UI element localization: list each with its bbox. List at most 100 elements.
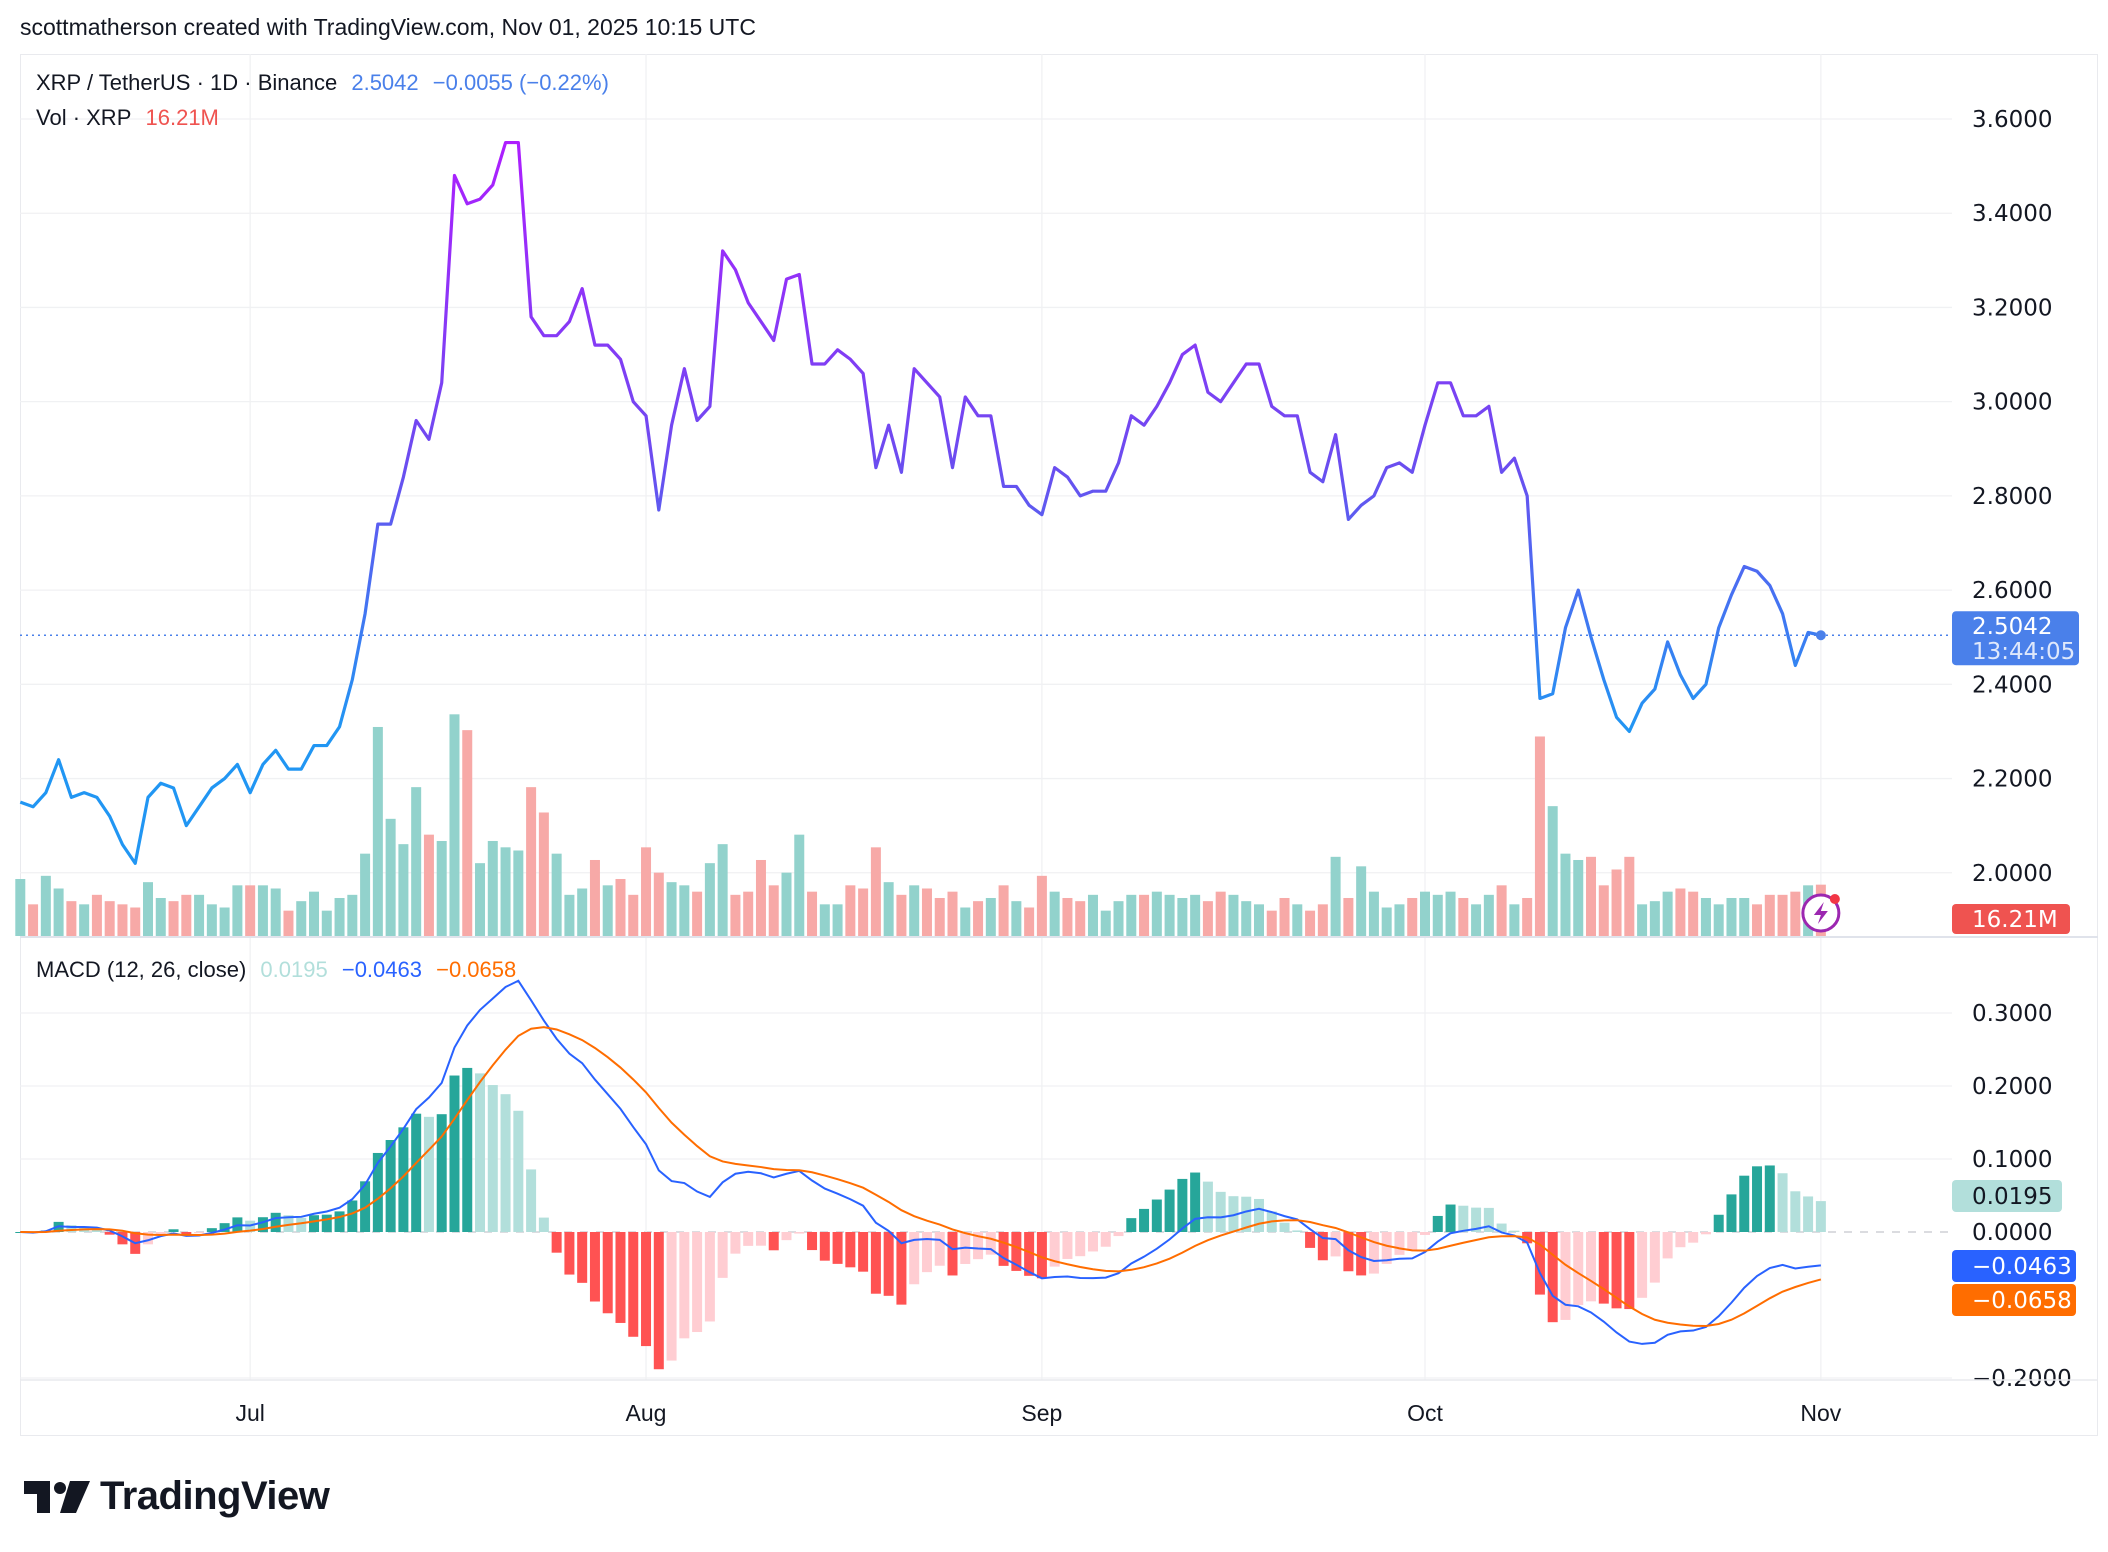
macd-histogram-bar [1560, 1232, 1571, 1320]
volume-bar [883, 882, 894, 936]
macd-histogram-bar [1764, 1165, 1775, 1232]
macd-histogram-bar [1445, 1204, 1456, 1232]
volume-bar [1266, 910, 1277, 936]
volume-bar [1522, 897, 1533, 936]
macd-histogram-bar [1368, 1232, 1379, 1274]
macd-histogram-bar [1662, 1232, 1673, 1259]
volume-bar [1202, 901, 1213, 936]
macd-histogram-bar [206, 1228, 217, 1232]
volume-bar [1292, 904, 1303, 936]
volume-bar [475, 863, 486, 936]
volume-bar [91, 894, 102, 936]
volume-bar [1343, 897, 1354, 936]
macd-histogram-bar [666, 1232, 677, 1361]
macd-histogram-bar [1471, 1207, 1482, 1232]
macd-histogram-bar [334, 1211, 345, 1232]
signal-badge: −0.0658 [1972, 1288, 2072, 1314]
macd-histogram-bar [1164, 1189, 1175, 1232]
volume-bar [577, 888, 588, 936]
macd-histogram-bar [309, 1215, 320, 1232]
volume-bar [270, 888, 281, 936]
volume-bar [1113, 901, 1124, 936]
macd-histogram-bar [743, 1232, 754, 1246]
price-tick-label: 2.6000 [1972, 578, 2052, 604]
volume-bar [500, 847, 511, 936]
volume-bar [692, 891, 703, 936]
volume-bar [1100, 910, 1111, 936]
volume-value: 16.21M [145, 105, 219, 130]
macd-histogram-bar [66, 1225, 77, 1232]
macd-histogram-bar [947, 1232, 958, 1276]
macd-histogram-bar [321, 1214, 332, 1232]
macd-histogram-bar [513, 1110, 524, 1232]
volume-bar [730, 894, 741, 936]
volume-bar [1305, 910, 1316, 936]
macd-histogram-bar [283, 1215, 294, 1232]
volume-bar [1394, 904, 1405, 936]
volume-bar [1087, 894, 1098, 936]
volume-bar [1739, 897, 1750, 936]
volume-bar [1126, 894, 1137, 936]
macd-histogram-bar [372, 1152, 383, 1232]
volume-bar [1675, 888, 1686, 936]
hist-badge-bg [1952, 1180, 2062, 1212]
macd-tick-label: 0.2000 [1972, 1074, 2052, 1100]
volume-bar [1036, 875, 1047, 936]
volume-bar [1011, 901, 1022, 936]
volume-bar [1177, 897, 1188, 936]
volume-bar [858, 888, 869, 936]
macd-histogram-bar [1087, 1232, 1098, 1252]
volume-bar [1356, 866, 1367, 936]
macd-histogram-bar [181, 1232, 192, 1235]
volume-bar [1215, 891, 1226, 936]
macd-histogram-bar [1317, 1232, 1328, 1261]
macd-histogram-bar [985, 1232, 996, 1255]
volume-bar [130, 907, 141, 936]
volume-bar [1560, 853, 1571, 936]
volume-bar [1752, 904, 1763, 936]
tradingview-logo-icon [24, 1480, 90, 1513]
volume-bar [870, 847, 881, 936]
macd-histogram-bar [692, 1232, 703, 1333]
volume-bar [1049, 891, 1060, 936]
macd-histogram-bar [1509, 1230, 1520, 1232]
last-price: 2.5042 [351, 70, 419, 95]
volume-bar [334, 897, 345, 936]
price-line [19, 140, 1822, 865]
volume-bar [1534, 736, 1545, 936]
gridlines [20, 54, 1952, 1380]
volume-bar [372, 726, 383, 936]
macd-histogram-bar [1062, 1232, 1073, 1259]
volume-bar [781, 872, 792, 936]
last-price-dot [1815, 630, 1826, 641]
volume-bar [832, 904, 843, 936]
volume-bar [628, 894, 639, 936]
macd-histogram-bar [436, 1114, 447, 1232]
macd-histogram-bar [589, 1232, 600, 1302]
volume-bar [436, 840, 447, 936]
volume-bar [449, 714, 460, 936]
volume-bar [28, 904, 39, 936]
macd-histogram-bar [1075, 1232, 1086, 1257]
macd-histogram-bar [1547, 1232, 1558, 1323]
macd-histogram-bar [143, 1232, 153, 1245]
macd-histogram-bar [1624, 1232, 1635, 1310]
macd-histogram-bar [1049, 1232, 1060, 1267]
volume-bar [411, 787, 422, 936]
volume-bar [973, 901, 984, 936]
month-tick-label: Aug [626, 1400, 667, 1426]
volume-bar [283, 910, 294, 936]
macd-histogram-bar [1534, 1232, 1545, 1295]
macd-histogram-bar [1394, 1232, 1405, 1255]
macd-histogram-bar [1343, 1232, 1354, 1272]
macd-histogram-bar [1139, 1208, 1150, 1232]
macd-histogram-bar [921, 1232, 932, 1273]
macd-histogram-bar [755, 1232, 766, 1246]
tradingview-logo[interactable]: TradingView [24, 1474, 330, 1519]
volume-bar [1662, 891, 1673, 936]
volume-bar [321, 910, 332, 936]
macd-histogram-bar [1407, 1232, 1418, 1250]
volume-bar [79, 904, 90, 936]
macd-histogram-bar [602, 1232, 613, 1314]
